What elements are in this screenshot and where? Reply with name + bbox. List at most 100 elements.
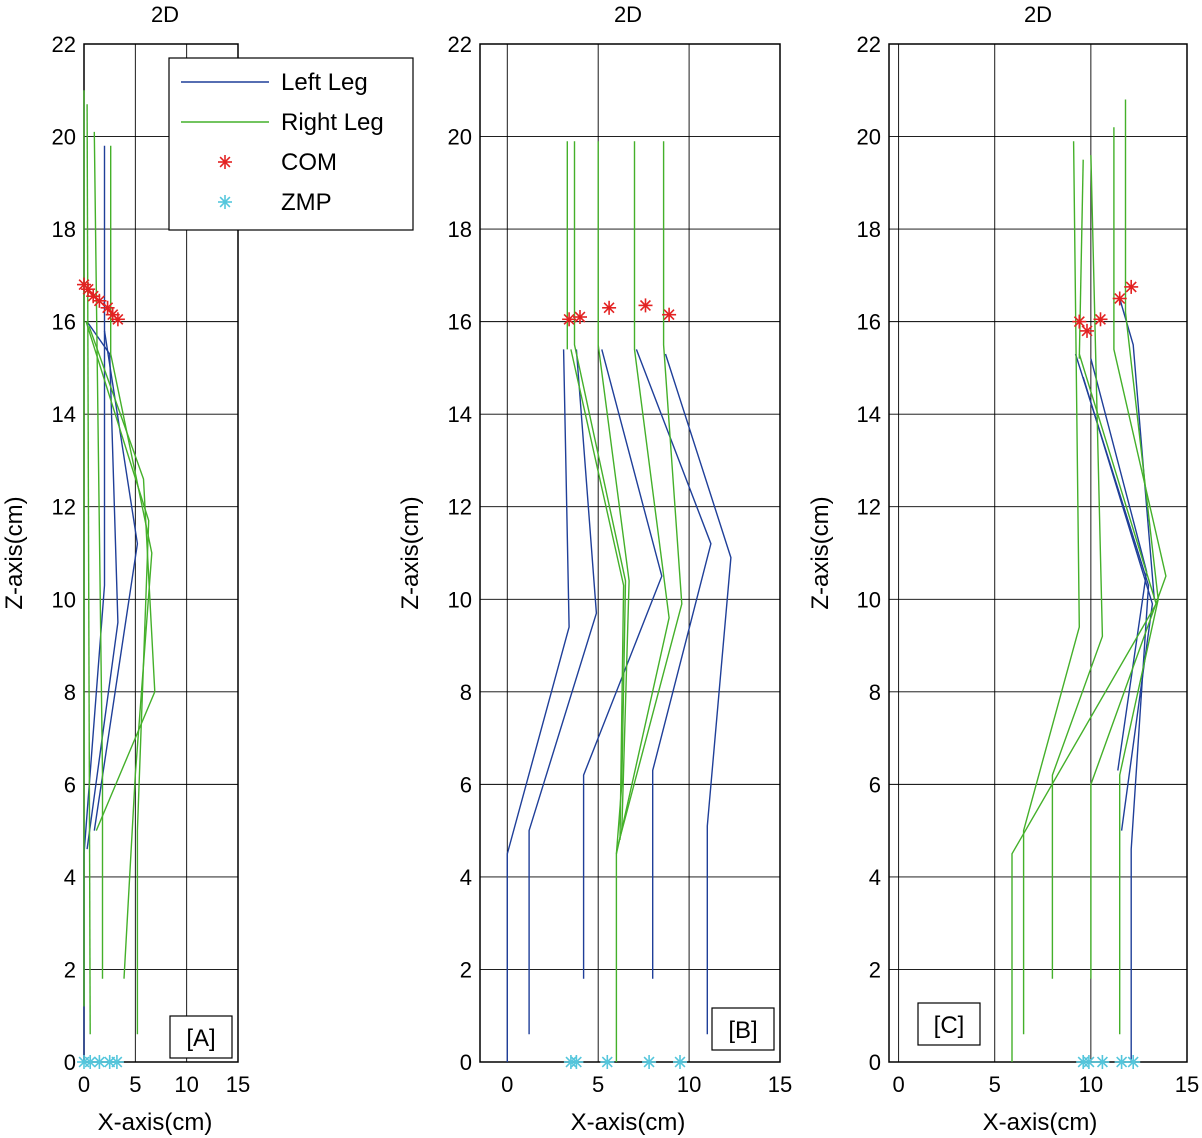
panel-a-right-leg-segment-5 <box>93 131 104 979</box>
panel-b-y-tick-12: 12 <box>448 495 472 520</box>
panel-c-right-leg-segment-6 <box>1051 155 1104 979</box>
panel-b-y-tick-20: 20 <box>448 125 472 150</box>
panel-c-left-leg-segment-2 <box>1082 376 1154 831</box>
panel-a-y-tick-6: 6 <box>64 772 76 797</box>
legend-items: Left Leg Right Leg COM ZMP <box>181 69 384 216</box>
panel-c-y-tick-22: 22 <box>857 32 881 57</box>
panel-c-zmp-point-4 <box>1126 1055 1141 1069</box>
legend-swatch-zmp <box>218 195 232 209</box>
panel-b-zmp-point-4 <box>673 1055 687 1069</box>
panel-c-x-tick-10: 10 <box>1079 1072 1103 1097</box>
panel-c-y-tick-labels: 0 2 4 6 8 10 12 14 16 18 20 22 <box>857 32 881 1075</box>
panel-a-left-leg-segment-2 <box>93 330 139 831</box>
panel-c-series <box>1011 99 1167 1069</box>
panel-b-zmp-point-1 <box>569 1055 584 1069</box>
panel-c-y-tick-8: 8 <box>869 680 881 705</box>
panel-b-y-axis-label: Z-axis(cm) <box>397 496 424 609</box>
panel-b-left-leg-segment-1 <box>528 349 598 1035</box>
panel-c-x-tick-15: 15 <box>1175 1072 1199 1097</box>
panel-a-y-tick-18: 18 <box>52 217 76 242</box>
panel-c-com-point-3 <box>1112 291 1127 306</box>
panel-a-right-leg-segment-6 <box>109 145 153 979</box>
panel-b-y-tick-16: 16 <box>448 310 472 335</box>
panel-a-x-tick-0: 0 <box>78 1072 90 1097</box>
panel-b-zmp-point-3 <box>642 1055 657 1069</box>
panel-c-y-tick-6: 6 <box>869 772 881 797</box>
panel-a-y-tick-4: 4 <box>64 865 76 890</box>
panel-a-x-tick-labels: 0 5 10 15 <box>78 1072 250 1097</box>
panel-b-x-axis-label: X-axis(cm) <box>571 1109 686 1136</box>
panel-b-y-tick-18: 18 <box>448 217 472 242</box>
panel-b-com-point-1 <box>573 310 587 324</box>
panel-a-x-tick-5: 5 <box>129 1072 141 1097</box>
panel-c-right-leg-segment-7 <box>1090 127 1167 979</box>
legend: Left Leg Right Leg COM ZMP <box>168 57 414 231</box>
panel-c-y-tick-10: 10 <box>857 587 881 612</box>
panel-c-title: 2D <box>1024 2 1052 27</box>
legend-swatch-com <box>218 155 232 169</box>
panel-a-y-tick-0: 0 <box>64 1050 76 1075</box>
panel-b-y-tick-labels: 0 2 4 6 8 10 12 14 16 18 20 22 <box>448 32 472 1075</box>
panel-a-y-axis-label: Z-axis(cm) <box>1 496 28 609</box>
panel-a-y-tick-2: 2 <box>64 957 76 982</box>
legend-label-com: COM <box>281 149 337 176</box>
panel-c-x-tick-5: 5 <box>989 1072 1001 1097</box>
legend-box <box>168 57 414 231</box>
panel-a-com-point-1 <box>81 282 96 297</box>
panel-c-y-tick-0: 0 <box>869 1050 881 1075</box>
panel-c-y-tick-18: 18 <box>857 217 881 242</box>
panel-a-com-point-6 <box>110 312 125 327</box>
panel-c-com-point-1 <box>1080 323 1094 338</box>
panel-b-right-leg-segment-8 <box>615 141 670 854</box>
panel-c-com-point-2 <box>1093 312 1108 327</box>
panel-b-label-box <box>711 1007 775 1051</box>
panel-c-com-point-0 <box>1072 314 1087 329</box>
panel-b-zmp-point-2 <box>600 1055 615 1069</box>
panel-a-y-tick-14: 14 <box>52 402 76 427</box>
panel-a-x-tick-15: 15 <box>226 1072 250 1097</box>
legend-label-zmp: ZMP <box>281 189 332 216</box>
panel-a-com-point-4 <box>100 300 115 315</box>
panel-a-y-tick-10: 10 <box>52 587 76 612</box>
panel-b-right-leg-segment-7 <box>597 141 630 831</box>
panel-c-y-tick-12: 12 <box>857 495 881 520</box>
panel-b-x-tick-labels: 0 5 10 15 <box>501 1072 792 1097</box>
panel-c-zmp-point-2 <box>1095 1055 1110 1069</box>
legend-label-right-leg: Right Leg <box>281 109 384 136</box>
panel-c-right-leg-segment-9 <box>1011 353 1157 1062</box>
panel-b-y-tick-0: 0 <box>460 1050 472 1075</box>
panel-b-y-tick-10: 10 <box>448 587 472 612</box>
panel-c-left-leg-segment-3 <box>1119 298 1155 600</box>
panel-b-x-tick-5: 5 <box>592 1072 604 1097</box>
panel-c-right-leg-segment-5 <box>1078 159 1084 359</box>
panel-b-left-leg-segment-3 <box>635 349 712 979</box>
panel-a-right-leg-segment-8 <box>88 326 156 831</box>
panel-a: 2D 0 2 4 6 8 10 12 14 16 18 20 22 0 5 10 15 X-axis(cm)… <box>1 2 414 1136</box>
panel-b-series <box>506 141 732 1069</box>
panel-a-x-axis-label: X-axis(cm) <box>98 1109 213 1136</box>
panel-c-y-tick-16: 16 <box>857 310 881 335</box>
panel-c-zmp-point-3 <box>1114 1055 1129 1069</box>
panel-b-y-tick-22: 22 <box>448 32 472 57</box>
panel-b-y-tick-6: 6 <box>460 772 472 797</box>
panel-a-y-tick-12: 12 <box>52 495 76 520</box>
panel-c-label-box <box>917 1002 981 1046</box>
panel-b-left-leg-segment-4 <box>664 353 732 1035</box>
panel-a-y-tick-labels: 0 2 4 6 8 10 12 14 16 18 20 22 <box>52 32 76 1075</box>
panel-c-y-tick-2: 2 <box>869 957 881 982</box>
panel-b-right-leg-segment-9 <box>617 141 683 845</box>
panel-a-right-leg-segment-7 <box>85 321 150 1035</box>
panel-a-series <box>77 90 156 1069</box>
panel-c-label: [C] <box>934 1012 965 1039</box>
panel-c-y-tick-14: 14 <box>857 402 881 427</box>
panel-a-y-tick-22: 22 <box>52 32 76 57</box>
panel-c-x-tick-labels: 0 5 10 15 <box>892 1072 1199 1097</box>
panel-a-y-tick-20: 20 <box>52 125 76 150</box>
panel-b-frame <box>479 43 781 1063</box>
panel-a-y-tick-16: 16 <box>52 310 76 335</box>
panel-b-com-point-4 <box>662 307 677 322</box>
panel-c-x-axis-label: X-axis(cm) <box>983 1109 1098 1136</box>
panel-c-com-point-4 <box>1124 279 1139 294</box>
panel-a-zmp-point-4 <box>109 1055 124 1069</box>
